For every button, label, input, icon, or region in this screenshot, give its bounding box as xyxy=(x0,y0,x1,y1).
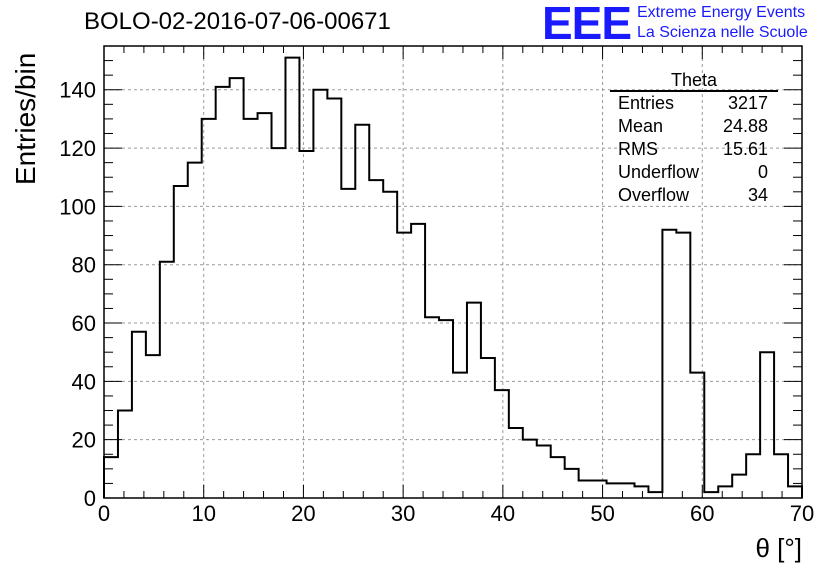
histogram-bin xyxy=(607,483,621,498)
histogram-bin xyxy=(146,355,160,498)
histogram-bin xyxy=(676,233,690,498)
y-tick-label: 100 xyxy=(59,194,96,219)
histogram-bin xyxy=(453,373,467,498)
y-tick-label: 20 xyxy=(72,428,96,453)
histogram-bin xyxy=(160,262,174,498)
y-tick-label: 0 xyxy=(84,486,96,511)
stats-label: RMS xyxy=(618,139,658,159)
y-tick-label: 40 xyxy=(72,369,96,394)
histogram-bin xyxy=(732,475,746,498)
histogram-bin xyxy=(523,440,537,498)
x-tick-label: 10 xyxy=(191,501,215,526)
histogram-bin xyxy=(355,125,369,498)
stats-value: 24.88 xyxy=(722,116,768,136)
histogram-bin xyxy=(230,78,244,498)
x-tick-label: 50 xyxy=(590,501,614,526)
stats-label: Overflow xyxy=(618,185,690,205)
histogram-bin xyxy=(216,87,230,498)
logo-line-1: Extreme Energy Events xyxy=(637,4,806,21)
histogram-bin xyxy=(495,390,509,498)
histogram-series xyxy=(103,56,803,498)
histogram-bin xyxy=(313,90,327,498)
axis-ticks xyxy=(103,45,803,499)
stats-row-underflow: Underflow 0 xyxy=(610,161,778,184)
eee-logo: EEE xyxy=(542,0,632,49)
stats-title: Theta xyxy=(610,70,778,92)
histogram-bin xyxy=(648,492,662,498)
histogram-bin xyxy=(509,428,523,498)
x-tick-label: 0 xyxy=(98,501,110,526)
stats-value: 0 xyxy=(757,162,768,182)
histogram-bin xyxy=(244,119,258,498)
y-axis-label: Entries/bin xyxy=(10,52,41,185)
histogram-bin xyxy=(118,411,132,498)
y-tick-label: 60 xyxy=(72,311,96,336)
histogram-bin xyxy=(760,352,774,498)
histogram-bin xyxy=(425,317,439,498)
histogram-bin xyxy=(788,486,802,498)
histogram-bin xyxy=(579,481,593,498)
histogram-bin xyxy=(774,454,788,498)
stats-box: Theta Entries 3217 Mean 24.88 RMS 15.61 … xyxy=(610,70,778,207)
tick-labels: 0 10 20 30 40 50 60 70 0 20 40 60 80 100 120 140 xyxy=(59,78,814,526)
histogram-bin xyxy=(383,192,397,498)
histogram-bin xyxy=(481,358,495,498)
histogram-bin xyxy=(704,492,718,498)
stats-row-entries: Entries 3217 xyxy=(610,92,778,115)
histogram-bin xyxy=(202,119,216,498)
stats-row-mean: Mean 24.88 xyxy=(610,115,778,138)
histogram-bin xyxy=(662,230,676,498)
histogram-bin xyxy=(341,189,355,498)
histogram-bin xyxy=(327,98,341,498)
histogram-bin xyxy=(634,486,648,498)
y-tick-label: 120 xyxy=(59,136,96,161)
x-tick-label: 60 xyxy=(690,501,714,526)
histogram-bin xyxy=(258,113,272,498)
stats-row-overflow: Overflow 34 xyxy=(610,184,778,207)
x-tick-label: 70 xyxy=(790,501,814,526)
histogram-bin xyxy=(285,58,299,498)
stats-value: 34 xyxy=(747,185,768,205)
x-tick-label: 30 xyxy=(391,501,415,526)
stats-label: Mean xyxy=(618,116,664,136)
histogram-bin xyxy=(411,224,425,498)
x-tick-label: 40 xyxy=(491,501,515,526)
plot-frame xyxy=(103,45,803,499)
stats-label: Underflow xyxy=(618,162,700,182)
histogram-bin xyxy=(690,373,704,498)
histogram-outline xyxy=(103,56,803,498)
stats-value: 3217 xyxy=(727,93,768,113)
histogram-bin xyxy=(299,151,313,498)
stats-label: Entries xyxy=(618,93,675,113)
histogram-bin xyxy=(593,481,607,498)
histogram-bin xyxy=(537,446,551,498)
stats-row-rms: RMS 15.61 xyxy=(610,138,778,161)
chart-title: BOLO-02-2016-07-06-00671 xyxy=(84,8,391,35)
histogram-bin xyxy=(104,457,118,498)
histogram-bin xyxy=(565,469,579,498)
y-tick-label: 80 xyxy=(72,253,96,278)
histogram-bin xyxy=(746,454,760,498)
histogram-bin xyxy=(174,186,188,498)
y-tick-label: 140 xyxy=(59,78,96,103)
logo-line-2: La Scienza nelle Scuole xyxy=(637,24,808,41)
histogram-bin xyxy=(439,320,453,498)
x-axis-label: θ [°] xyxy=(755,533,802,563)
histogram-bin xyxy=(188,163,202,498)
histogram-bin xyxy=(369,180,383,498)
plot-border xyxy=(103,45,803,499)
histogram-bin xyxy=(718,486,732,498)
histogram-bin xyxy=(132,332,146,498)
histogram-bin xyxy=(467,303,481,498)
x-tick-label: 20 xyxy=(291,501,315,526)
histogram-bin xyxy=(272,148,286,498)
histogram-bin xyxy=(397,233,411,498)
stats-value: 15.61 xyxy=(722,139,768,159)
